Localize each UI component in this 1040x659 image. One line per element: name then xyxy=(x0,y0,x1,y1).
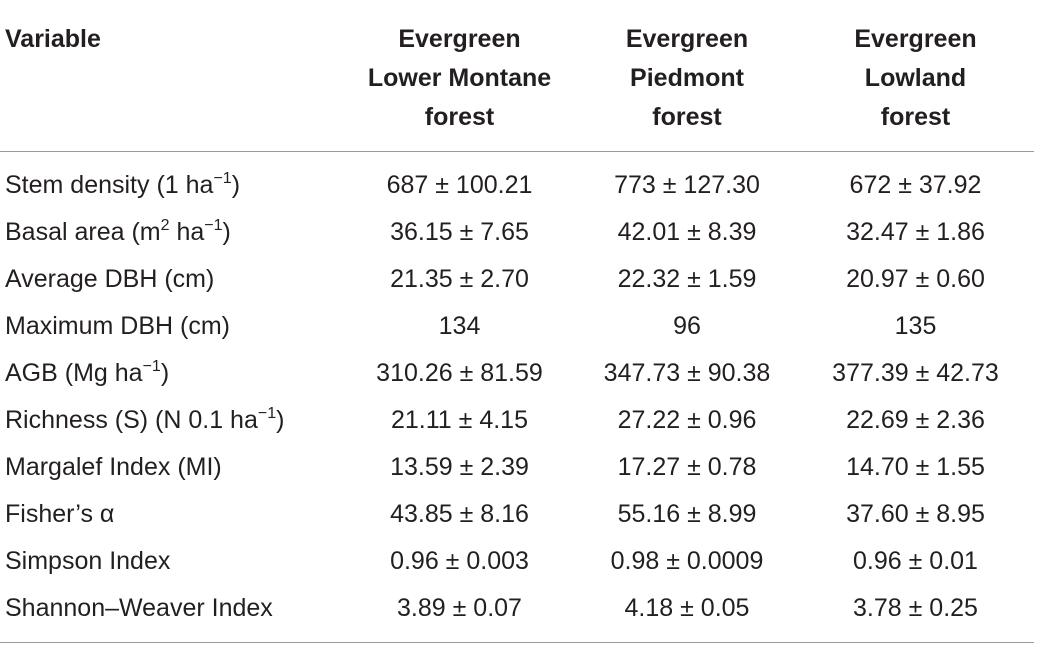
cell-lowland: 37.60 ± 8.95 xyxy=(846,500,985,528)
table-row: Margalef Index (MI) 13.59 ± 2.39 17.27 ±… xyxy=(0,444,1034,491)
cell-lower-montane: 687 ± 100.21 xyxy=(386,171,533,199)
label-superscript: −1 xyxy=(204,217,223,234)
table-row: Shannon–Weaver Index 3.89 ± 0.07 4.18 ± … xyxy=(0,585,1034,643)
table-row: Richness (S) (N 0.1 ha−1) 21.11 ± 4.15 2… xyxy=(0,397,1034,444)
header-line: Piedmont xyxy=(630,64,744,92)
row-label: Margalef Index (MI) xyxy=(5,453,222,481)
cell-lower-montane: 36.15 ± 7.65 xyxy=(390,218,529,246)
header-line: Lower Montane xyxy=(367,64,552,92)
row-label: AGB (Mg ha−1) xyxy=(0,350,342,397)
cell-piedmont: 96 xyxy=(673,312,701,340)
label-text: AGB (Mg ha xyxy=(5,359,143,387)
cell-piedmont: 42.01 ± 8.39 xyxy=(617,218,757,246)
table-row: Average DBH (cm) 21.35 ± 2.70 22.32 ± 1.… xyxy=(0,256,1034,303)
label-text: ) xyxy=(276,406,285,434)
cell-lower-montane: 3.89 ± 0.07 xyxy=(342,585,577,643)
header-line: Evergreen xyxy=(854,25,977,53)
header-line: forest xyxy=(880,103,951,131)
label-text: ) xyxy=(231,171,241,199)
table-row: Maximum DBH (cm) 134 96 135 xyxy=(0,303,1034,350)
row-label: Basal area (m2 ha−1) xyxy=(0,209,342,256)
label-superscript: −1 xyxy=(213,170,232,187)
table-row: AGB (Mg ha−1) 310.26 ± 81.59 347.73 ± 90… xyxy=(0,350,1034,397)
cell-lowland: 20.97 ± 0.60 xyxy=(846,265,985,293)
cell-piedmont: 17.27 ± 0.78 xyxy=(617,453,757,481)
cell-lowland: 672 ± 37.92 xyxy=(849,171,982,199)
header-lowland: Evergreen Lowland forest xyxy=(797,0,1034,152)
row-label: Simpson Index xyxy=(5,547,171,575)
forest-variables-table: Variable Evergreen Lower Montane forest … xyxy=(0,0,1034,643)
header-line: forest xyxy=(652,103,722,131)
label-superscript: −1 xyxy=(257,405,277,422)
cell-piedmont: 0.98 ± 0.0009 xyxy=(610,547,764,575)
cell-piedmont: 773 ± 127.30 xyxy=(614,171,760,199)
table-row: Simpson Index 0.96 ± 0.003 0.98 ± 0.0009… xyxy=(0,538,1034,585)
header-lower-montane: Evergreen Lower Montane forest xyxy=(342,0,577,152)
label-text: Stem density (1 ha xyxy=(5,171,214,199)
header-line: Lowland xyxy=(864,64,967,92)
header-line: Evergreen xyxy=(398,25,521,53)
label-superscript: −1 xyxy=(142,358,161,375)
cell-lowland: 32.47 ± 1.86 xyxy=(846,218,985,246)
cell-piedmont: 27.22 ± 0.96 xyxy=(617,406,757,434)
header-line: Evergreen xyxy=(625,25,749,53)
table-header: Variable Evergreen Lower Montane forest … xyxy=(0,0,1034,152)
cell-lowland: 135 xyxy=(894,312,937,340)
cell-lower-montane: 134 xyxy=(438,312,481,340)
row-label: Stem density (1 ha−1) xyxy=(0,152,342,210)
cell-piedmont: 55.16 ± 8.99 xyxy=(617,500,757,528)
cell-lower-montane: 310.26 ± 81.59 xyxy=(376,359,543,387)
table-row: Basal area (m2 ha−1) 36.15 ± 7.65 42.01 … xyxy=(0,209,1034,256)
cell-piedmont: 22.32 ± 1.59 xyxy=(617,265,757,293)
table-body: Stem density (1 ha−1) 687 ± 100.21 773 ±… xyxy=(0,152,1034,643)
label-text: ) xyxy=(160,359,170,387)
table-row: Fisher’s α 43.85 ± 8.16 55.16 ± 8.99 37.… xyxy=(0,491,1034,538)
cell-lowland: 22.69 ± 2.36 xyxy=(846,406,985,434)
header-variable: Variable xyxy=(0,0,342,152)
header-piedmont: Evergreen Piedmont forest xyxy=(577,0,797,152)
label-text: ha xyxy=(169,218,205,246)
cell-lower-montane: 13.59 ± 2.39 xyxy=(390,453,529,481)
row-label: Fisher’s α xyxy=(5,500,115,528)
cell-lowland: 0.96 ± 0.01 xyxy=(853,547,978,575)
row-label: Richness (S) (N 0.1 ha−1) xyxy=(0,397,342,444)
cell-piedmont: 4.18 ± 0.05 xyxy=(577,585,797,643)
row-label: Maximum DBH (cm) xyxy=(5,312,230,340)
cell-lower-montane: 21.35 ± 2.70 xyxy=(390,265,529,293)
cell-lowland: 3.78 ± 0.25 xyxy=(797,585,1034,643)
cell-lowland: 14.70 ± 1.55 xyxy=(846,453,985,481)
label-superscript: 2 xyxy=(160,217,170,234)
cell-lower-montane: 43.85 ± 8.16 xyxy=(390,500,529,528)
label-text: Richness (S) (N 0.1 ha xyxy=(5,406,258,434)
cell-lower-montane: 21.11 ± 4.15 xyxy=(391,406,528,434)
cell-lower-montane: 0.96 ± 0.003 xyxy=(390,547,529,575)
row-label: Shannon–Weaver Index xyxy=(0,585,342,643)
cell-lowland: 377.39 ± 42.73 xyxy=(832,359,999,387)
header-line: forest xyxy=(424,103,495,131)
table-row: Stem density (1 ha−1) 687 ± 100.21 773 ±… xyxy=(0,152,1034,210)
cell-piedmont: 347.73 ± 90.38 xyxy=(603,359,771,387)
label-text: Basal area (m xyxy=(5,218,161,246)
header-row: Variable Evergreen Lower Montane forest … xyxy=(0,0,1034,152)
row-label: Average DBH (cm) xyxy=(5,265,215,293)
label-text: ) xyxy=(222,218,231,246)
